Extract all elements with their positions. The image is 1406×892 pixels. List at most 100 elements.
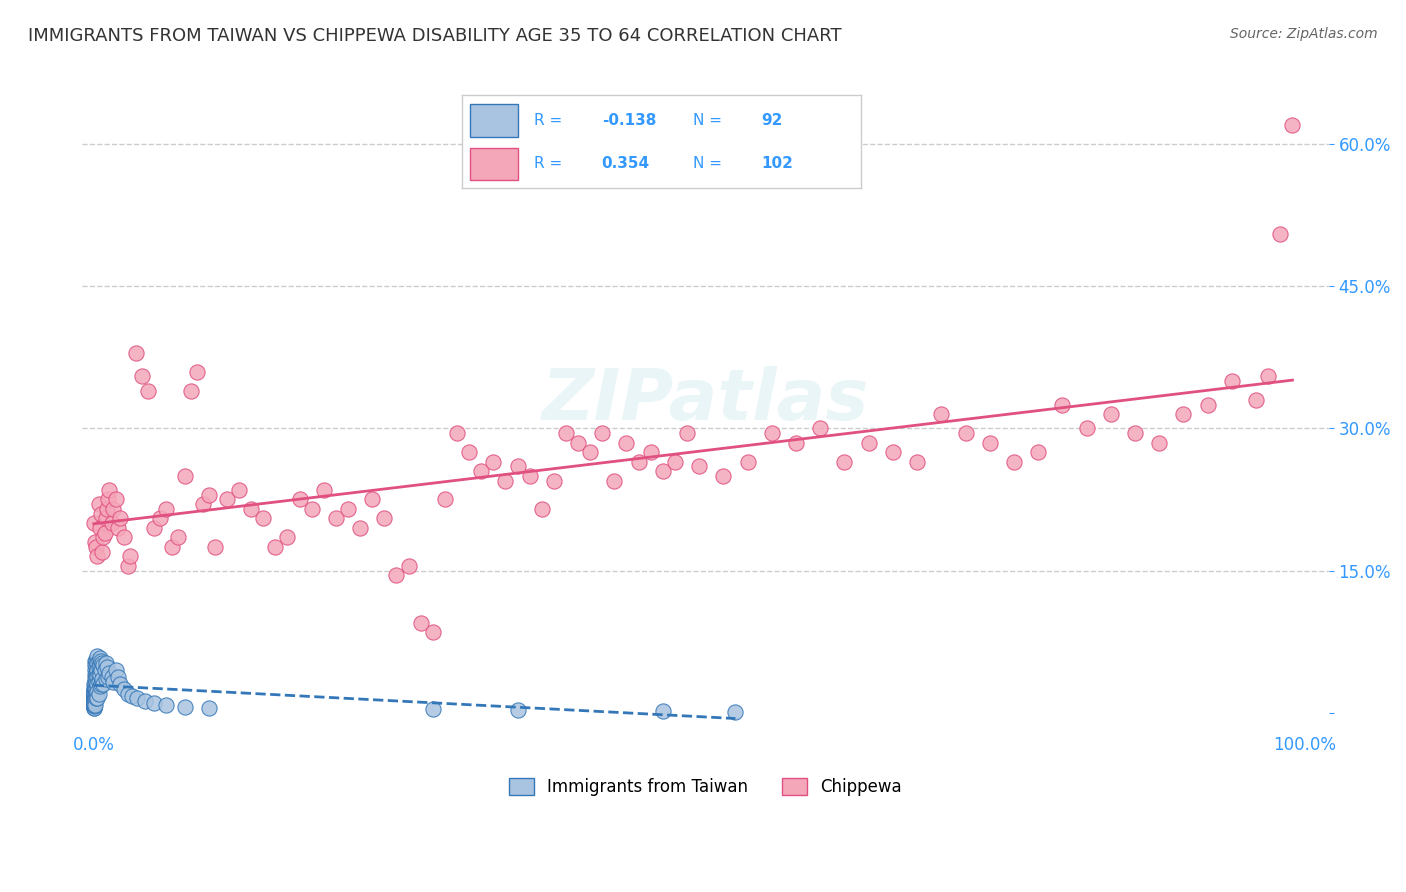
Point: [143, 696, 166, 710]
Text: ZIPatlas: ZIPatlas: [541, 366, 869, 434]
Point: [785, 435, 807, 450]
Point: [191, 497, 214, 511]
Point: [94, 511, 117, 525]
Point: [83, 698, 105, 712]
Point: [519, 468, 541, 483]
Point: [83, 685, 105, 699]
Point: [83, 692, 105, 706]
Point: [627, 454, 650, 468]
Point: [84, 663, 107, 677]
Point: [98, 665, 121, 680]
Point: [98, 483, 121, 497]
Point: [83, 698, 105, 713]
Point: [101, 670, 124, 684]
Point: [86, 685, 108, 699]
Point: [86, 677, 108, 691]
Point: [204, 540, 226, 554]
Point: [83, 696, 105, 710]
Point: [117, 558, 139, 573]
Point: [276, 530, 298, 544]
Point: [1099, 407, 1122, 421]
Point: [84, 689, 107, 703]
Point: [84, 687, 107, 701]
Point: [83, 691, 105, 706]
Point: [543, 474, 565, 488]
Point: [118, 549, 141, 564]
Point: [1026, 445, 1049, 459]
Point: [134, 694, 156, 708]
Point: [87, 653, 110, 667]
Point: [149, 511, 172, 525]
Point: [86, 549, 108, 564]
Point: [93, 663, 115, 677]
Point: [1257, 369, 1279, 384]
Point: [86, 691, 108, 706]
Point: [240, 502, 263, 516]
Point: [83, 516, 105, 531]
Point: [83, 685, 105, 699]
Point: [470, 464, 492, 478]
Point: [87, 660, 110, 674]
Point: [1123, 426, 1146, 441]
Point: [1052, 398, 1074, 412]
Point: [83, 701, 105, 715]
Point: [101, 675, 124, 690]
Point: [1281, 119, 1303, 133]
Point: [83, 700, 105, 714]
Point: [84, 665, 107, 680]
Point: [312, 483, 335, 497]
Point: [349, 521, 371, 535]
Point: [567, 435, 589, 450]
Point: [197, 701, 219, 715]
Point: [110, 511, 132, 525]
Point: [676, 426, 699, 441]
Point: [422, 625, 444, 640]
Point: [579, 445, 602, 459]
Text: Source: ZipAtlas.com: Source: ZipAtlas.com: [1230, 27, 1378, 41]
Point: [83, 694, 105, 708]
Text: IMMIGRANTS FROM TAIWAN VS CHIPPEWA DISABILITY AGE 35 TO 64 CORRELATION CHART: IMMIGRANTS FROM TAIWAN VS CHIPPEWA DISAB…: [28, 27, 842, 45]
Point: [325, 511, 347, 525]
Point: [186, 365, 208, 379]
Point: [711, 468, 734, 483]
Point: [87, 675, 110, 690]
Point: [1149, 435, 1171, 450]
Point: [83, 691, 105, 706]
Point: [127, 691, 149, 706]
Point: [84, 667, 107, 681]
Point: [93, 677, 115, 691]
Point: [905, 454, 928, 468]
Point: [90, 507, 112, 521]
Point: [530, 502, 553, 516]
Point: [84, 694, 107, 708]
Point: [93, 525, 115, 540]
Point: [96, 660, 118, 674]
Point: [433, 492, 456, 507]
Point: [143, 521, 166, 535]
Point: [89, 521, 111, 535]
Point: [337, 502, 360, 516]
Point: [112, 530, 135, 544]
Point: [84, 675, 107, 690]
Point: [83, 689, 105, 703]
Point: [91, 657, 114, 671]
Point: [446, 426, 468, 441]
Point: [84, 658, 107, 673]
Point: [155, 698, 177, 712]
Point: [1220, 374, 1243, 388]
Point: [979, 435, 1001, 450]
Point: [882, 445, 904, 459]
Point: [252, 511, 274, 525]
Point: [90, 677, 112, 691]
Point: [84, 691, 107, 706]
Point: [90, 653, 112, 667]
Point: [506, 703, 529, 717]
Point: [640, 445, 662, 459]
Point: [89, 658, 111, 673]
Point: [664, 454, 686, 468]
Point: [107, 521, 129, 535]
Point: [301, 502, 323, 516]
Point: [616, 435, 638, 450]
Point: [101, 516, 124, 531]
Point: [858, 435, 880, 450]
